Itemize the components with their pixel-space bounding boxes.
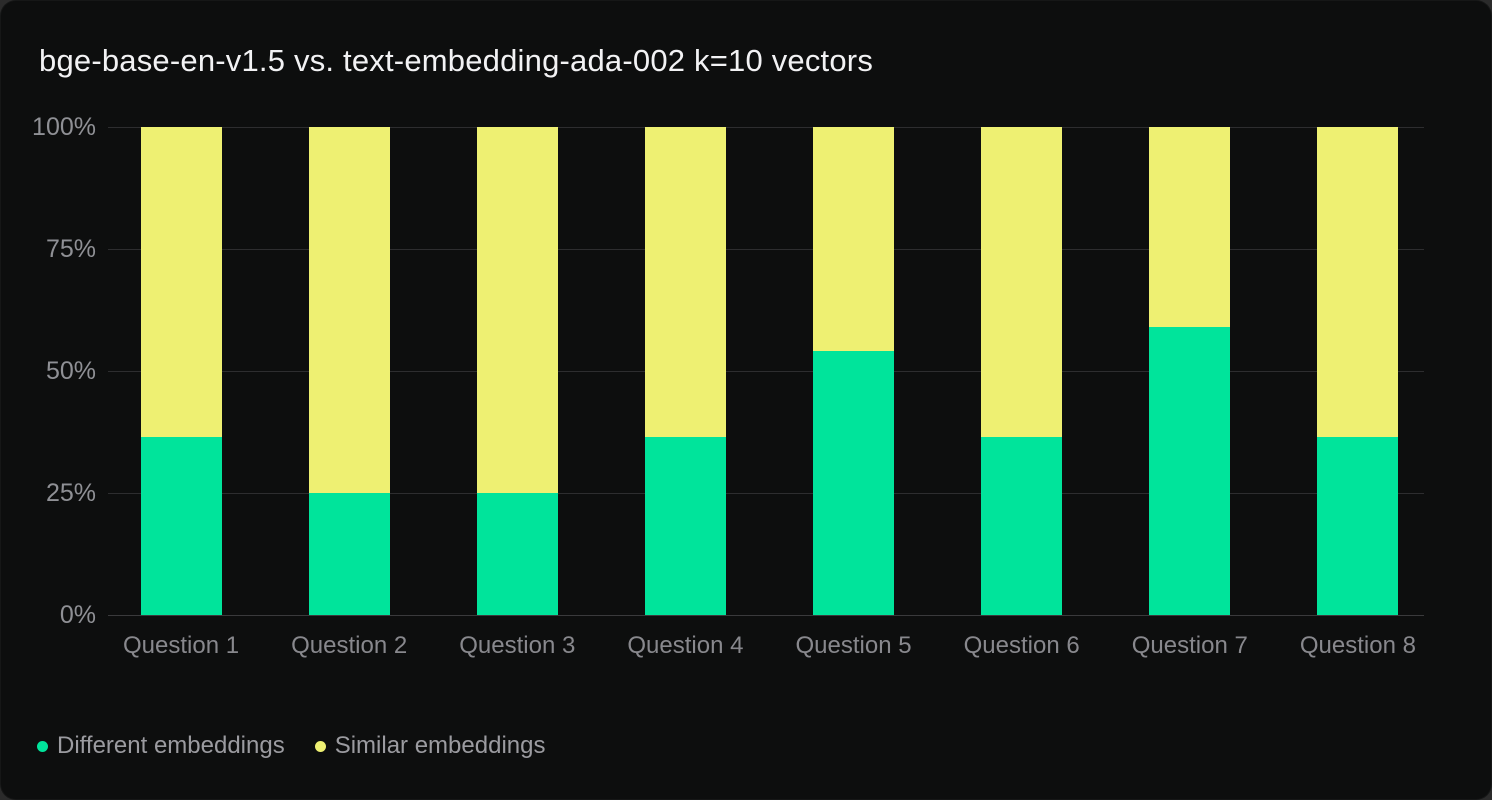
- x-axis-category-label: Question 7: [1131, 632, 1248, 659]
- y-axis-tick-label: 0%: [59, 601, 96, 629]
- segment-different-embeddings[interactable]: [140, 436, 222, 615]
- segment-different-embeddings[interactable]: [1149, 326, 1231, 615]
- plot-area: 0% 25% 50% 75% 100%: [1, 114, 1491, 628]
- gridline: [108, 249, 1424, 250]
- x-axis-category-label: Question 4: [627, 632, 744, 659]
- x-axis-category-label: Question 6: [963, 632, 1080, 659]
- segment-different-embeddings[interactable]: [476, 493, 558, 615]
- segment-different-embeddings[interactable]: [981, 436, 1063, 615]
- x-axis-labels: Question 1 Question 2 Question 3 Question 4…: [97, 631, 1442, 661]
- stacked-bar-3[interactable]: [476, 127, 558, 615]
- category-slot: [601, 127, 769, 615]
- chart-title: bge-base-en-v1.5 vs. text-embedding-ada-…: [39, 43, 874, 78]
- stacked-bar-8[interactable]: [1317, 127, 1399, 615]
- gridline: [108, 493, 1424, 494]
- gridline: [108, 371, 1424, 372]
- category-slot: [1106, 127, 1274, 615]
- segment-different-embeddings[interactable]: [644, 436, 726, 615]
- x-axis-category-label: Question 8: [1299, 632, 1416, 659]
- stacked-bar-7[interactable]: [1149, 127, 1231, 615]
- x-axis-line: [108, 615, 1424, 616]
- category-slot: [265, 127, 433, 615]
- segment-different-embeddings[interactable]: [308, 493, 390, 615]
- segment-similar-embeddings[interactable]: [644, 127, 726, 437]
- legend: Different embeddings Similar embeddings: [37, 732, 545, 760]
- x-axis-category-label: Question 5: [795, 632, 912, 659]
- segment-similar-embeddings[interactable]: [308, 127, 390, 493]
- x-axis-category-label: Question 2: [291, 632, 408, 659]
- category-slot: [938, 127, 1106, 615]
- segment-similar-embeddings[interactable]: [1149, 127, 1231, 327]
- x-axis-category-label: Question 1: [123, 632, 240, 659]
- y-axis-tick-label: 100%: [32, 113, 96, 141]
- legend-dot-different-icon: [37, 740, 48, 752]
- segment-different-embeddings[interactable]: [1317, 436, 1399, 615]
- segment-similar-embeddings[interactable]: [476, 127, 558, 493]
- segment-similar-embeddings[interactable]: [140, 127, 222, 437]
- segment-similar-embeddings[interactable]: [1317, 127, 1399, 437]
- stacked-bar-1[interactable]: [140, 127, 222, 615]
- y-axis-tick-label: 75%: [45, 235, 96, 263]
- segment-similar-embeddings[interactable]: [813, 127, 895, 351]
- bars-container: [97, 127, 1442, 615]
- category-slot: [770, 127, 938, 615]
- gridline: [108, 127, 1424, 128]
- legend-item-different[interactable]: Different embeddings: [37, 732, 285, 760]
- segment-similar-embeddings[interactable]: [981, 127, 1063, 437]
- legend-label-similar: Similar embeddings: [334, 732, 546, 759]
- legend-item-similar[interactable]: Similar embeddings: [314, 732, 546, 760]
- stacked-bar-5[interactable]: [813, 127, 895, 615]
- stacked-bar-4[interactable]: [644, 127, 726, 615]
- category-slot: [433, 127, 601, 615]
- category-slot: [97, 127, 265, 615]
- category-slot: [1274, 127, 1442, 615]
- x-axis-category-label: Question 3: [459, 632, 576, 659]
- legend-label-different: Different embeddings: [57, 732, 285, 759]
- y-axis-tick-label: 25%: [45, 479, 96, 507]
- y-axis-tick-label: 50%: [45, 357, 96, 385]
- stacked-bar-6[interactable]: [981, 127, 1063, 615]
- segment-different-embeddings[interactable]: [813, 350, 895, 615]
- legend-dot-similar-icon: [314, 740, 326, 752]
- stacked-bar-2[interactable]: [308, 127, 390, 615]
